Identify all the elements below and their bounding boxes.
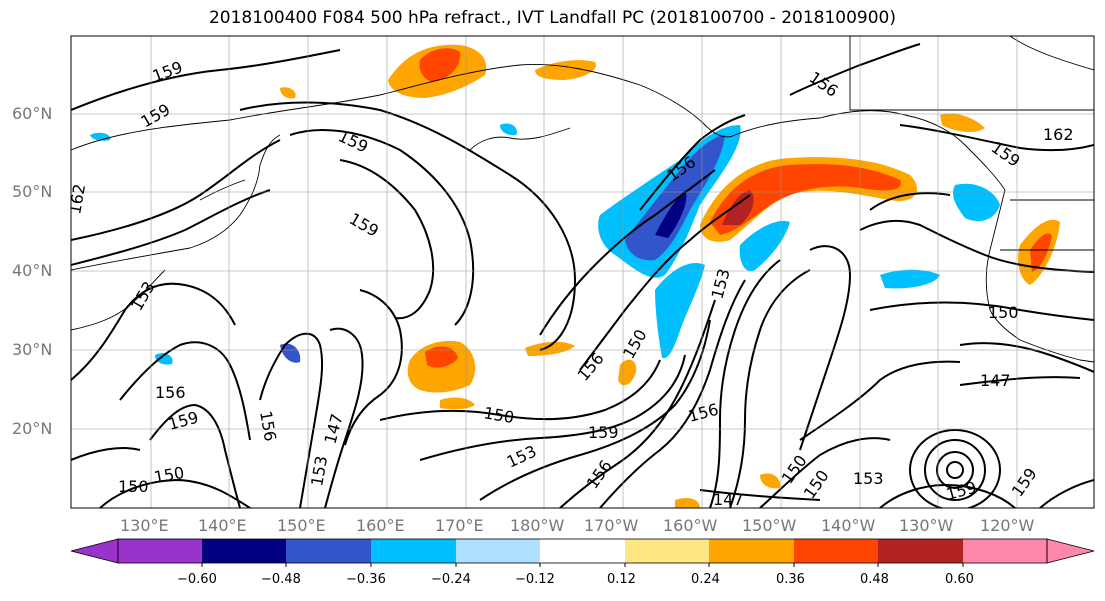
colorbar-segment	[794, 539, 878, 563]
lon-label: 140°E	[198, 516, 247, 535]
lon-label: 160°E	[356, 516, 405, 535]
colorbar	[70, 538, 1095, 567]
lon-label: 130°E	[120, 516, 169, 535]
colorbar-tick-label: 0.24	[691, 572, 720, 587]
colorbar-segment	[963, 539, 1047, 563]
lon-label: 170°W	[584, 516, 639, 535]
lon-label: 150°E	[277, 516, 326, 535]
lat-label: 20°N	[12, 419, 53, 438]
lon-label: 170°E	[435, 516, 484, 535]
contour-label: 162	[1043, 125, 1074, 144]
lat-label: 50°N	[12, 182, 53, 201]
colorbar-tick-label: −0.36	[346, 572, 386, 587]
colorbar-segment	[540, 539, 625, 563]
lon-label: 160°W	[663, 516, 718, 535]
refractivity-contours	[71, 43, 1094, 508]
lat-label: 30°N	[12, 340, 53, 359]
lat-label: 40°N	[12, 261, 53, 280]
colorbar-tick-label: 0.48	[860, 572, 889, 587]
lon-label: 140°W	[821, 516, 876, 535]
contour-label: 153	[853, 469, 884, 488]
contour-label: 150	[988, 303, 1019, 322]
colorbar-segment	[709, 539, 794, 563]
lon-label: 130°W	[899, 516, 954, 535]
lon-label: 120°W	[980, 516, 1035, 535]
colorbar-segment	[202, 539, 286, 563]
contour-label: 150	[118, 477, 149, 496]
colorbar-tick-label: 0.60	[945, 572, 974, 587]
colorbar-segment	[118, 539, 202, 563]
colorbar-tick-label: 0.12	[607, 572, 636, 587]
colorbar-segment	[878, 539, 963, 563]
colorbar-high-extend	[1046, 538, 1095, 564]
map-title: 2018100400 F084 500 hPa refract., IVT La…	[208, 8, 896, 28]
lon-label: 150°W	[742, 516, 797, 535]
contour-label: 147	[980, 371, 1011, 390]
contour-label: 156	[155, 383, 186, 402]
colorbar-tick-label: −0.60	[177, 572, 217, 587]
colorbar-tick-label: −0.48	[261, 572, 301, 587]
colorbar-segment	[286, 539, 371, 563]
colorbar-segment	[456, 539, 540, 563]
map-frame	[70, 35, 1095, 509]
lon-label: 180°W	[510, 516, 565, 535]
colorbar-tick-label: 0.36	[776, 572, 805, 587]
colorbar-low-extend	[70, 538, 119, 564]
colorbar-segment	[371, 539, 456, 563]
graticule	[71, 36, 1094, 508]
lat-label: 60°N	[12, 104, 53, 123]
contour-label: 159	[588, 423, 619, 442]
colorbar-segment	[625, 539, 709, 563]
contour-label: 147	[713, 490, 744, 509]
contour-label: 162	[65, 182, 89, 215]
colorbar-tick-label: −0.12	[515, 572, 555, 587]
colorbar-tick-label: −0.24	[431, 572, 471, 587]
